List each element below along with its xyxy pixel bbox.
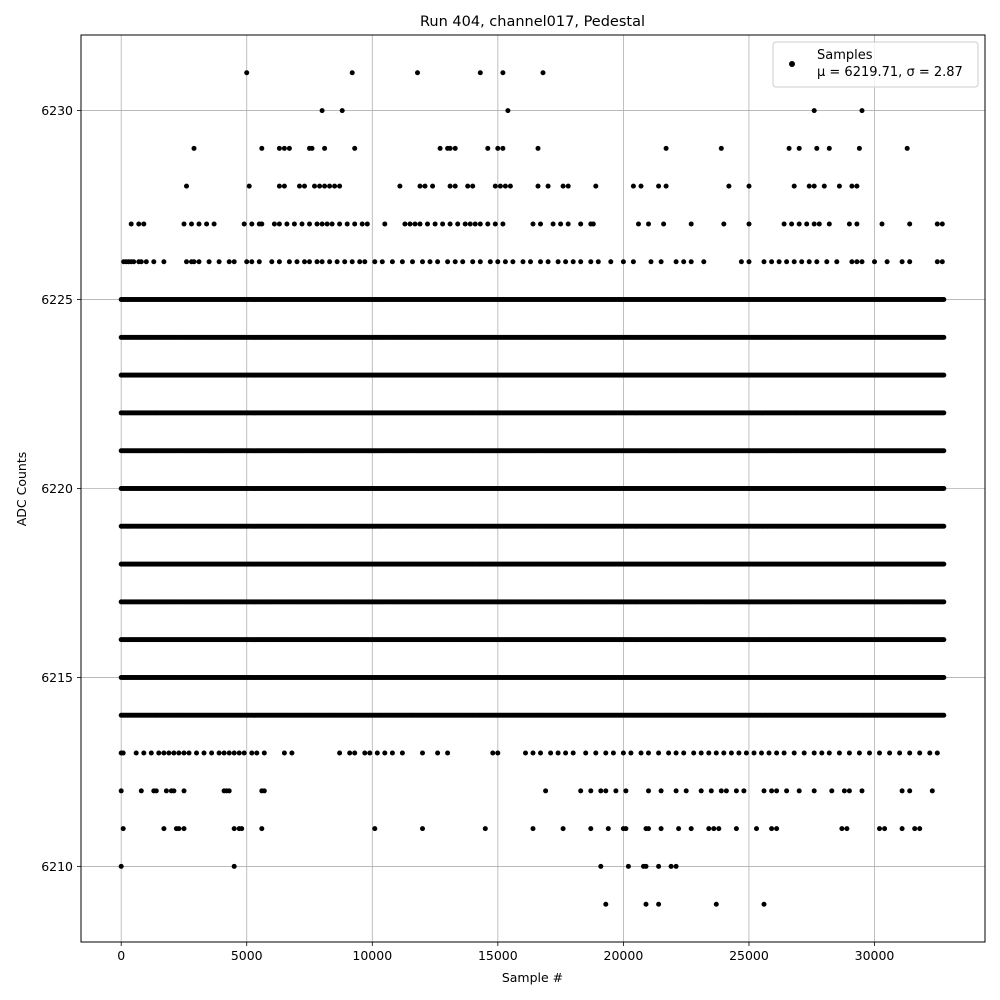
- sample-point: [941, 674, 947, 680]
- sample-point: [941, 410, 947, 416]
- sample-point: [941, 712, 947, 718]
- sample-point: [941, 486, 947, 491]
- sample-point: [941, 523, 947, 529]
- sample-point: [941, 561, 947, 567]
- sample-point: [941, 637, 947, 643]
- sample-point: [941, 448, 947, 454]
- data-points: [118, 70, 947, 907]
- sample-point: [941, 599, 947, 605]
